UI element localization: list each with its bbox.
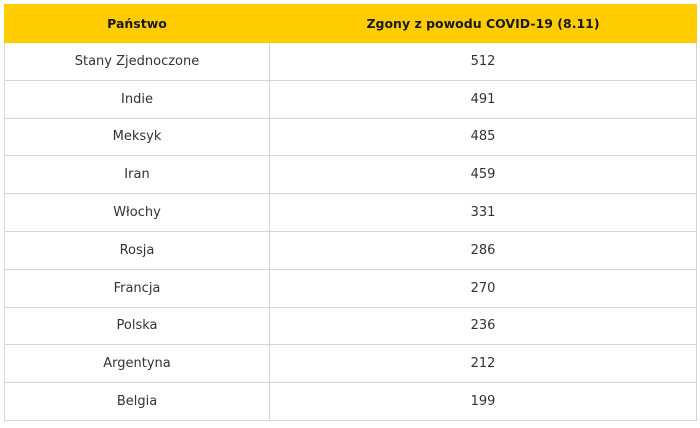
deaths-cell: 199 [269,382,697,421]
table-row: Belgia 199 [4,382,697,421]
country-cell: Rosja [4,230,270,270]
deaths-cell: 331 [269,193,697,232]
deaths-cell: 286 [269,230,697,270]
table-row: Meksyk 485 [4,117,697,157]
country-cell: Indie [4,79,270,119]
deaths-cell: 459 [269,155,697,195]
table-header: Państwo Zgony z powodu COVID-19 (8.11) [4,4,697,43]
deaths-cell: 512 [269,42,697,81]
country-cell: Stany Zjednoczone [4,42,270,81]
table-body: Stany Zjednoczone 512 Indie 491 Meksyk 4… [4,42,697,421]
country-cell: Iran [4,155,270,195]
country-cell: Meksyk [4,117,270,157]
table-row: Włochy 331 [4,193,697,232]
table-row: Iran 459 [4,155,697,195]
covid-deaths-table: Państwo Zgony z powodu COVID-19 (8.11) S… [4,4,697,421]
country-cell: Belgia [4,382,270,421]
deaths-cell: 236 [269,306,697,346]
country-cell: Włochy [4,193,270,232]
data-table-container: Państwo Zgony z powodu COVID-19 (8.11) S… [4,4,697,421]
table-row: Argentyna 212 [4,344,697,384]
country-cell: Francja [4,268,270,308]
deaths-cell: 491 [269,79,697,119]
country-cell: Polska [4,306,270,346]
table-row: Indie 491 [4,79,697,119]
deaths-cell: 270 [269,268,697,308]
header-row: Państwo Zgony z powodu COVID-19 (8.11) [4,4,697,43]
table-row: Stany Zjednoczone 512 [4,42,697,81]
table-row: Rosja 286 [4,230,697,270]
column-header-country: Państwo [4,4,270,43]
deaths-cell: 485 [269,117,697,157]
country-cell: Argentyna [4,344,270,384]
deaths-cell: 212 [269,344,697,384]
column-header-deaths: Zgony z powodu COVID-19 (8.11) [269,4,697,43]
table-row: Polska 236 [4,306,697,346]
table-row: Francja 270 [4,268,697,308]
